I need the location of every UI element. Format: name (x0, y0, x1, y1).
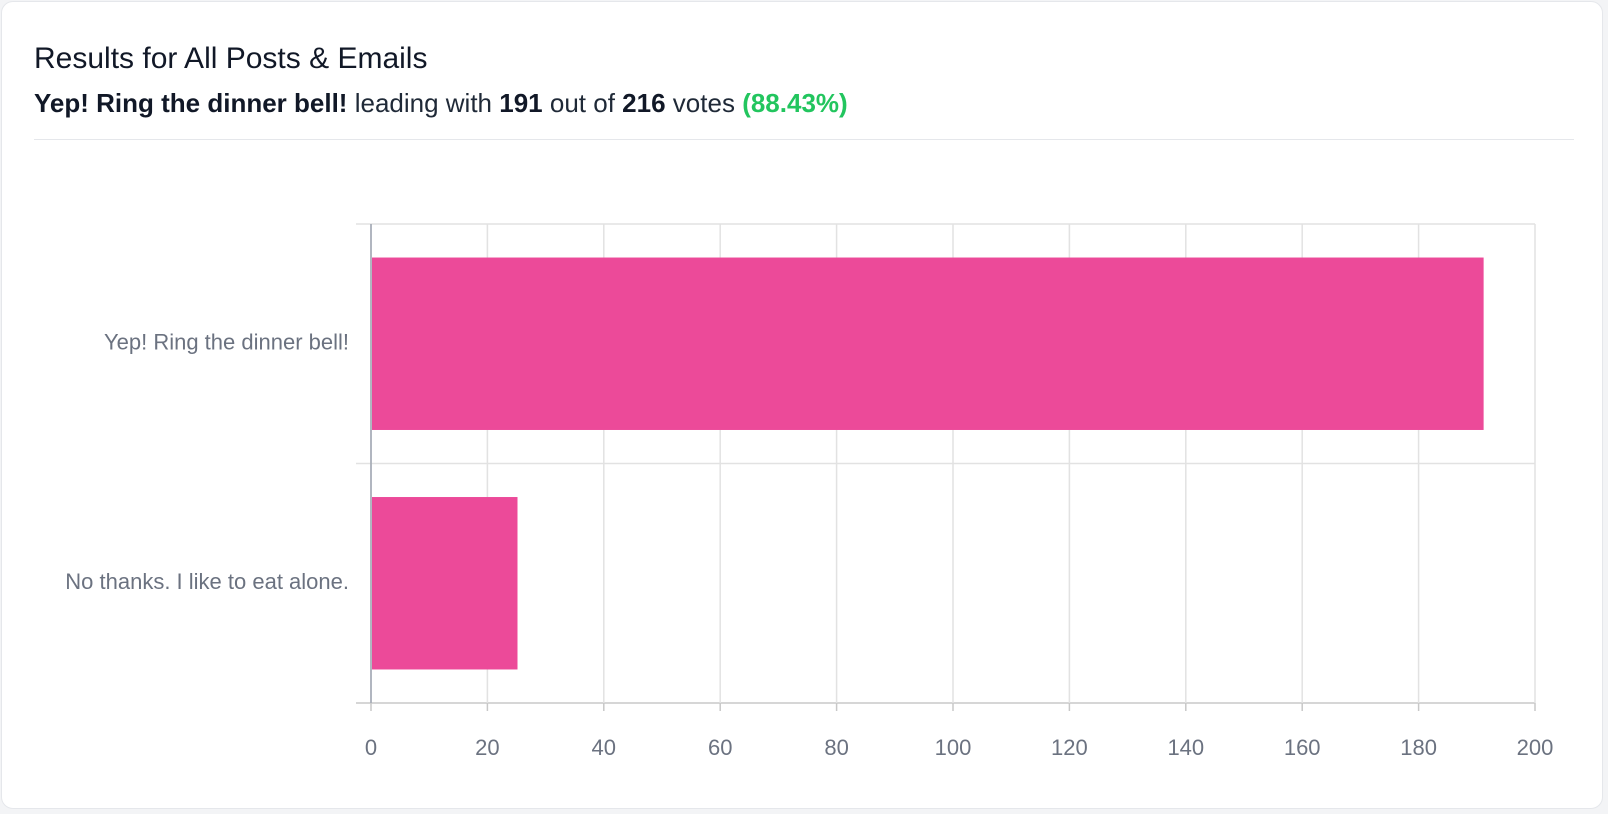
y-tick-label: Yep! Ring the dinner bell! (104, 330, 349, 355)
x-tick-label: 0 (365, 735, 377, 760)
leader: Yep! Ring the dinner bell! (34, 88, 348, 118)
card-title: Results for All Posts & Emails (34, 42, 428, 75)
leader-votes: 191 (499, 88, 543, 118)
x-tick-label: 80 (824, 735, 848, 760)
summary-text: leading with (354, 88, 493, 118)
x-tick-label: 200 (1517, 735, 1554, 760)
x-tick-label: 100 (935, 735, 972, 760)
total-votes: 216 (622, 88, 666, 118)
x-tick-label: 20 (475, 735, 499, 760)
x-tick-label: 160 (1284, 735, 1321, 760)
x-tick-label: 60 (708, 735, 732, 760)
separator (34, 139, 1574, 140)
x-tick-label: 120 (1051, 735, 1088, 760)
leader-percent: (88.43%) (742, 88, 848, 118)
summary-text: out of (549, 88, 615, 118)
x-tick-label: 40 (592, 735, 616, 760)
bar (372, 257, 1484, 430)
bar (372, 497, 518, 670)
summary-text: votes (672, 88, 735, 118)
x-tick-label: 180 (1400, 735, 1437, 760)
summary: Yep! Ring the dinner bell! leading with … (34, 88, 848, 119)
y-tick-label: No thanks. I like to eat alone. (65, 569, 349, 594)
x-tick-label: 140 (1167, 735, 1204, 760)
